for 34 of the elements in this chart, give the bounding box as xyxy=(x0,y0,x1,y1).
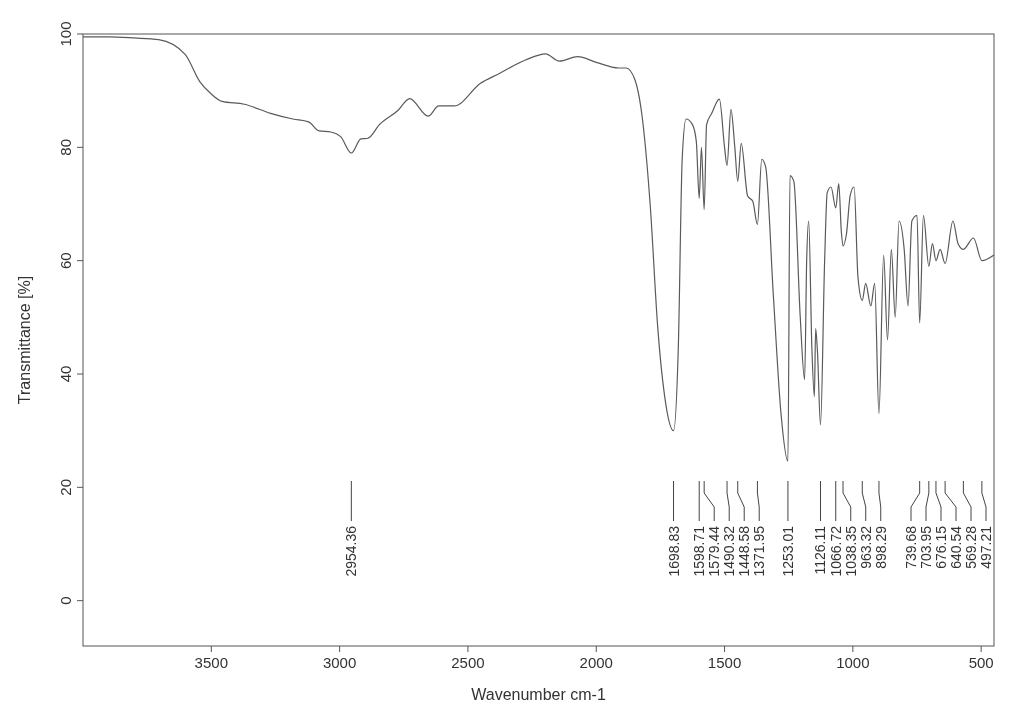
annotation: 1253.01 xyxy=(779,525,796,577)
x-tick-label: 3000 xyxy=(322,654,357,671)
x-tick-label: 3500 xyxy=(194,654,228,671)
x-tick-label: 2000 xyxy=(579,654,613,671)
annotation: 676.15 xyxy=(933,525,949,569)
y-tick-label: 100 xyxy=(57,21,74,47)
y-tick-label: 80 xyxy=(57,138,74,156)
y-tick-label: 60 xyxy=(57,252,74,270)
x-tick-label: 1500 xyxy=(707,654,742,671)
annotation: 2954.36 xyxy=(343,525,360,577)
annotation: 898.29 xyxy=(872,525,889,569)
annotation: 1579.44 xyxy=(706,525,723,577)
annotation: 1371.95 xyxy=(751,525,768,577)
y-axis-title: Transmittance [%] xyxy=(16,275,33,405)
annotation: 640.54 xyxy=(948,525,964,569)
annotation: 1448.58 xyxy=(736,525,753,577)
y-tick-label: 20 xyxy=(57,478,74,496)
x-tick-label: 500 xyxy=(968,654,994,671)
annotation: 1126.11 xyxy=(812,525,829,575)
annotation: 1066.72 xyxy=(827,525,844,577)
y-tick-label: 0 xyxy=(57,596,74,605)
annotation: 497.21 xyxy=(978,525,994,569)
x-axis-title: Wavenumber cm-1 xyxy=(471,686,606,703)
annotation: 1038.35 xyxy=(842,525,859,577)
x-tick-label: 1000 xyxy=(836,654,870,671)
annotation: 963.32 xyxy=(857,525,874,569)
annotation: 1598.71 xyxy=(691,525,708,577)
annotation: 569.28 xyxy=(963,525,979,569)
x-tick-label: 2500 xyxy=(451,654,485,671)
y-tick-label: 40 xyxy=(57,365,74,383)
annotation: 1698.83 xyxy=(665,525,682,577)
annotation: 703.95 xyxy=(918,525,934,569)
annotation: 1490.32 xyxy=(721,525,738,577)
annotation: 739.68 xyxy=(903,525,919,569)
